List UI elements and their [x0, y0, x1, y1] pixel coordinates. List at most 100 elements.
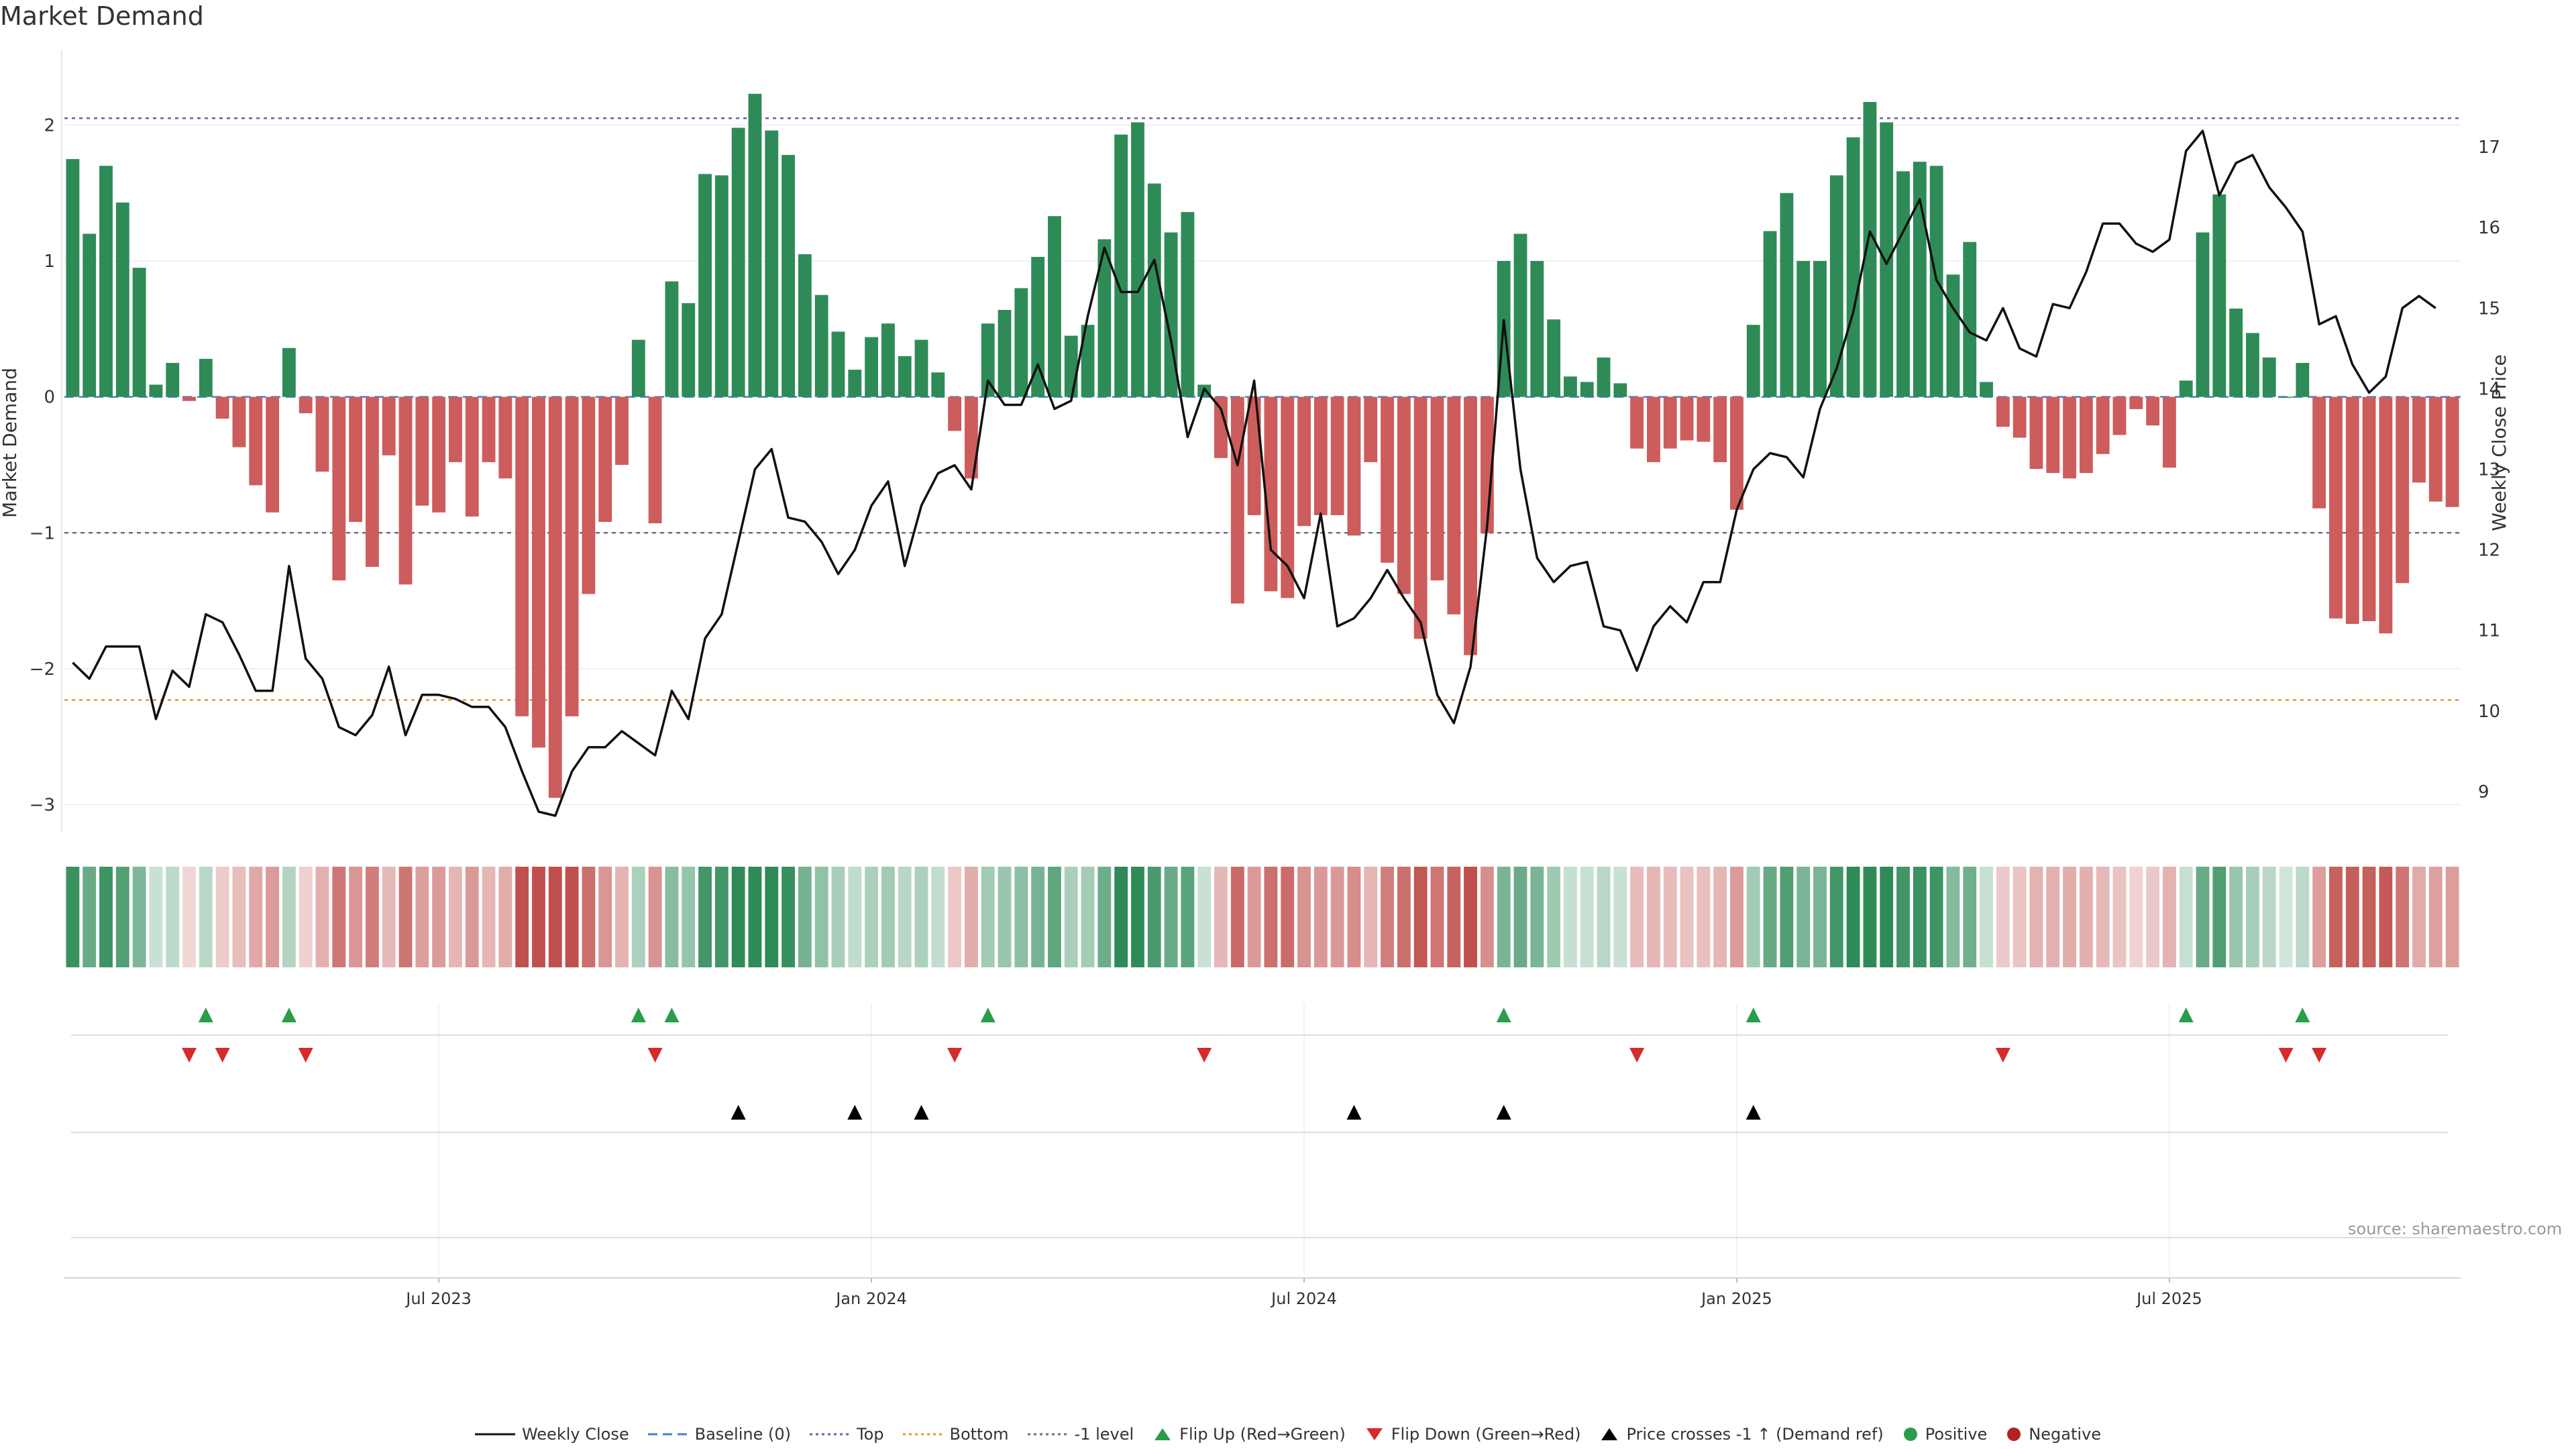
- demand-bar: [1630, 396, 1644, 449]
- heat-cell: [1413, 867, 1428, 967]
- dotted-orange-line-icon: [902, 1433, 943, 1436]
- legend-item-price-cross: Price crosses -1 ↑ (Demand ref): [1599, 1425, 1884, 1444]
- heat-cell: [698, 867, 712, 967]
- x-tick-label: Jan 2024: [835, 1289, 907, 1308]
- heat-cell: [398, 867, 413, 967]
- demand-bar: [149, 384, 163, 397]
- demand-bar: [1980, 382, 1993, 397]
- heat-cell: [1846, 867, 1860, 967]
- demand-bar: [981, 323, 995, 397]
- demand-bar: [1397, 396, 1411, 594]
- demand-bar: [1413, 396, 1428, 639]
- heat-cell: [1147, 867, 1161, 967]
- heat-cell: [83, 867, 97, 967]
- heat-cell: [1014, 867, 1028, 967]
- heat-cell: [1281, 867, 1295, 967]
- heat-cell: [914, 867, 928, 967]
- heat-cell: [249, 867, 263, 967]
- demand-bar: [682, 303, 696, 397]
- heat-cell: [615, 867, 629, 967]
- heat-cell: [582, 867, 596, 967]
- demand-bar: [2096, 396, 2110, 454]
- legend-item-top: Top: [810, 1425, 884, 1444]
- flip-up-marker: [1496, 1008, 1511, 1022]
- demand-bar: [299, 396, 313, 413]
- heat-cell: [1430, 867, 1444, 967]
- demand-bar: [1763, 231, 1777, 397]
- heat-cell: [1513, 867, 1527, 967]
- heat-cell: [1980, 867, 1993, 967]
- demand-bar: [2428, 396, 2443, 502]
- legend-item-minus1: -1 level: [1027, 1425, 1134, 1444]
- heat-cell: [1347, 867, 1361, 967]
- demand-bar: [998, 309, 1012, 397]
- heat-cell: [2345, 867, 2359, 967]
- source-note: source: sharemaestro.com: [2348, 1220, 2563, 1238]
- heat-cell: [449, 867, 462, 967]
- heat-cell: [865, 867, 878, 967]
- demand-bar: [1131, 122, 1144, 397]
- heat-cell: [831, 867, 845, 967]
- heat-cell: [2012, 867, 2027, 967]
- heat-cell: [1313, 867, 1328, 967]
- heat-cell: [482, 867, 496, 967]
- heat-cell: [1796, 867, 1811, 967]
- demand-bar: [1613, 383, 1627, 397]
- heat-cell: [682, 867, 696, 967]
- flip-up-marker: [198, 1008, 213, 1022]
- y2-tick-label: 11: [2478, 621, 2500, 641]
- demand-bar: [1697, 396, 1711, 442]
- solid-line-icon: [474, 1433, 515, 1436]
- reference-lines: [64, 117, 2461, 701]
- heat-cell: [2362, 867, 2376, 967]
- price-cross-marker: [847, 1105, 863, 1120]
- heat-cell: [1181, 867, 1195, 967]
- heat-cell: [1364, 867, 1378, 967]
- demand-bar: [382, 396, 396, 455]
- demand-bar: [814, 294, 828, 397]
- demand-bar: [2129, 396, 2143, 409]
- demand-bar: [1297, 396, 1311, 527]
- heat-cell: [1613, 867, 1627, 967]
- flip-down-marker: [647, 1048, 663, 1063]
- demand-bar: [648, 396, 662, 524]
- demand-bar: [1530, 261, 1544, 397]
- demand-bar: [182, 396, 196, 401]
- demand-bar: [1181, 212, 1195, 397]
- heat-cell: [714, 867, 729, 967]
- demand-bar: [931, 372, 945, 397]
- red-dot-icon: [2007, 1428, 2021, 1441]
- demand-bar: [1746, 325, 1760, 397]
- heat-cell: [2262, 867, 2276, 967]
- demand-bar: [1963, 241, 1977, 397]
- demand-bar: [665, 281, 679, 397]
- flip-down-marker: [215, 1048, 230, 1063]
- flip-up-marker: [2295, 1008, 2310, 1022]
- y-tick-label: 1: [44, 252, 55, 272]
- heat-cell: [2296, 867, 2310, 967]
- heat-cell: [881, 867, 895, 967]
- demand-bar: [881, 323, 895, 397]
- heat-cell: [1580, 867, 1594, 967]
- heat-cell: [1464, 867, 1477, 967]
- demand-bar: [1347, 396, 1361, 536]
- heat-cell: [2212, 867, 2226, 967]
- demand-bar: [1680, 396, 1694, 441]
- demand-bar: [1846, 137, 1860, 397]
- heat-cell: [2112, 867, 2127, 967]
- demand-bar: [798, 254, 812, 397]
- heat-cell: [2146, 867, 2160, 967]
- demand-bar: [1913, 162, 1927, 397]
- demand-bar: [865, 337, 878, 397]
- y-tick-label: 0: [44, 388, 55, 408]
- price-cross-marker: [1346, 1105, 1362, 1120]
- demand-bar: [1547, 319, 1561, 397]
- y2-tick-label: 15: [2478, 299, 2500, 319]
- chart-title: Market Demand: [0, 1, 204, 31]
- heat-cell: [2179, 867, 2193, 967]
- heat-cell: [964, 867, 978, 967]
- demand-bar: [565, 396, 579, 716]
- demand-bar: [1713, 396, 1727, 462]
- demand-bar: [782, 155, 795, 397]
- demand-bar: [115, 202, 129, 397]
